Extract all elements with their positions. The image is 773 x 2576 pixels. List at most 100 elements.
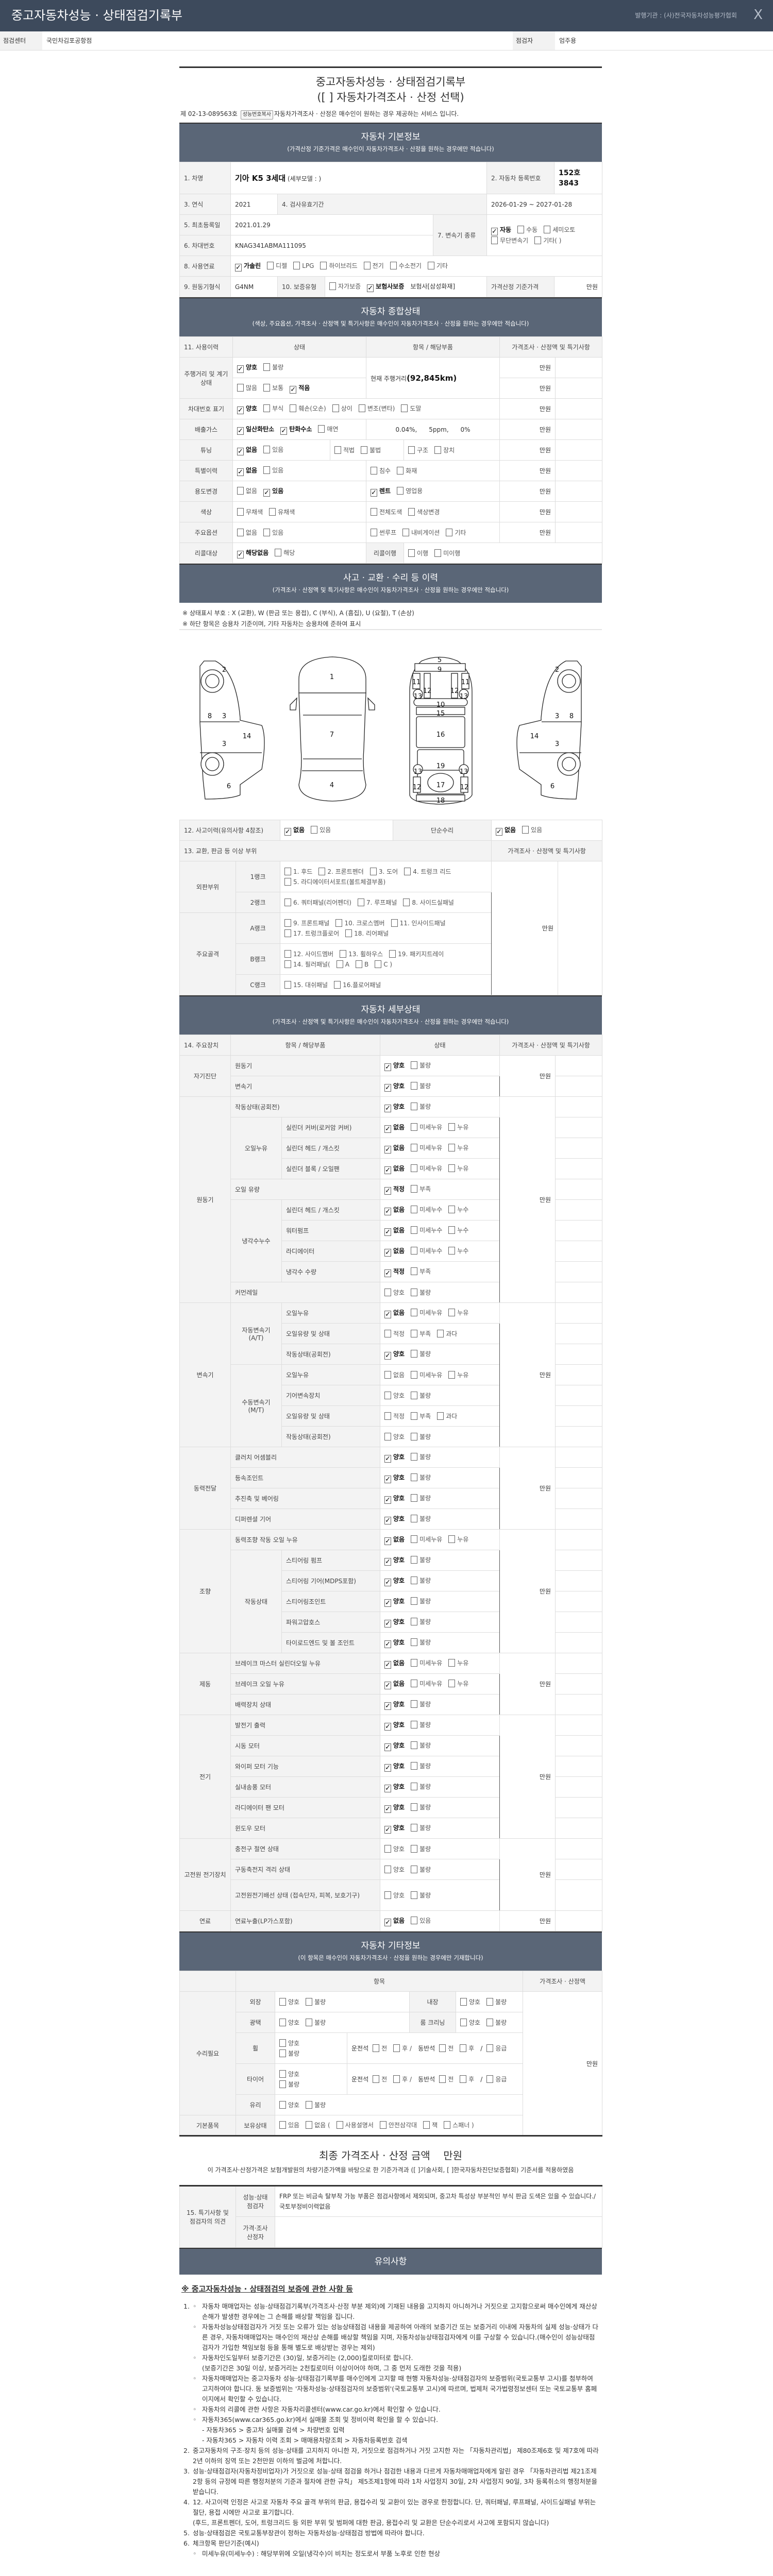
checkbox-option[interactable]: 없음 <box>384 1370 405 1380</box>
checkbox-option[interactable]: 10. 크로스멤버 <box>335 918 385 928</box>
note-cell[interactable] <box>555 357 603 378</box>
checkbox-option[interactable]: ✓ 없음 <box>384 1163 405 1174</box>
note-cell[interactable] <box>555 481 603 502</box>
checkbox-option[interactable]: 누유 <box>448 1370 468 1380</box>
checkbox-option[interactable]: 양호 <box>384 1890 405 1901</box>
checkbox-option[interactable]: ✓ 양호 <box>384 1596 405 1607</box>
checkbox-option[interactable]: ✓ 없음 <box>496 825 516 836</box>
checkbox-option[interactable]: 19. 패키지트레이 <box>389 949 444 959</box>
close-icon[interactable]: X <box>753 7 763 23</box>
checkbox-option[interactable]: A <box>336 959 349 970</box>
checkbox-option[interactable]: 사용설명서 <box>336 2120 374 2130</box>
checkbox-option[interactable]: 양호 <box>279 2100 299 2110</box>
checkbox-option[interactable]: 16.플로어패널 <box>334 980 381 990</box>
note-cell[interactable] <box>555 501 603 522</box>
checkbox-option[interactable]: 불량 <box>411 1452 431 1462</box>
checkbox-option[interactable]: 디젤 <box>267 261 287 271</box>
checkbox-option[interactable]: 양호 <box>384 1844 405 1854</box>
note-cell[interactable] <box>555 1447 603 1468</box>
checkbox-option[interactable]: 미세누수 <box>411 1205 442 1215</box>
checkbox-option[interactable]: 후 <box>460 2074 474 2084</box>
checkbox-option[interactable]: ✓ 적정 <box>384 1266 405 1277</box>
checkbox-option[interactable]: ✓ 적음 <box>290 383 310 394</box>
note-cell[interactable] <box>555 1138 603 1159</box>
checkbox-option[interactable]: ✓ 양호 <box>384 1617 405 1628</box>
note-cell[interactable] <box>555 1818 603 1839</box>
note-cell[interactable] <box>555 1344 603 1365</box>
checkbox-option[interactable]: 과다 <box>437 1329 457 1339</box>
checkbox-option[interactable]: 부족 <box>411 1329 431 1339</box>
checkbox-option[interactable]: ✓ 해당없음 <box>237 548 268 558</box>
checkbox-option[interactable]: 미세누유 <box>411 1122 442 1132</box>
note-cell[interactable] <box>555 1426 603 1447</box>
checkbox-option[interactable]: 누유 <box>448 1658 468 1668</box>
checkbox-option[interactable]: 안전삼각대 <box>379 2120 417 2130</box>
checkbox-option[interactable]: ✓ 양호 <box>384 1782 405 1792</box>
note-cell[interactable] <box>555 1302 603 1324</box>
checkbox-option[interactable]: 불량 <box>411 1101 431 1112</box>
checkbox-option[interactable]: B <box>355 959 368 970</box>
checkbox-option[interactable]: 침수 <box>371 466 391 476</box>
checkbox-option[interactable]: 도말 <box>401 403 421 414</box>
checkbox-option[interactable]: ✓ 없음 <box>384 1122 405 1133</box>
checkbox-option[interactable]: ✓ 양호 <box>384 1575 405 1586</box>
checkbox-option[interactable]: 양호 <box>384 1432 405 1442</box>
checkbox-option[interactable]: 세미오토 <box>544 225 575 235</box>
checkbox-option[interactable]: 있음 <box>263 465 283 476</box>
checkbox-option[interactable]: ✓ 없음 <box>384 1246 405 1257</box>
checkbox-option[interactable]: 수동 <box>517 225 537 235</box>
checkbox-option[interactable]: ✓ 양호 <box>384 1493 405 1504</box>
checkbox-option[interactable]: 6. 쿼터패널(리어펜더) <box>284 897 351 908</box>
checkbox-option[interactable]: ✓ 양호 <box>384 1452 405 1463</box>
checkbox-option[interactable]: 화재 <box>397 466 417 476</box>
checkbox-option[interactable]: 무채색 <box>237 507 263 517</box>
checkbox-option[interactable]: 있음 <box>411 1916 431 1926</box>
checkbox-option[interactable]: ✓ 가솔린 <box>235 261 261 272</box>
checkbox-option[interactable]: 수소전기 <box>390 261 422 271</box>
note-cell[interactable] <box>555 1797 603 1818</box>
checkbox-option[interactable]: 불량 <box>411 1555 431 1565</box>
checkbox-option[interactable]: ✓ 양호 <box>237 403 257 414</box>
checkbox-option[interactable]: 후 <box>460 2043 474 2054</box>
checkbox-option[interactable]: 불량 <box>279 2048 299 2059</box>
checkbox-option[interactable]: 불량 <box>411 1802 431 1812</box>
checkbox-option[interactable]: ✓ 양호 <box>384 1349 405 1360</box>
checkbox-option[interactable]: 부족 <box>411 1411 431 1421</box>
checkbox-option[interactable]: 누유 <box>448 1143 468 1153</box>
checkbox-option[interactable]: ✓ 없음 <box>384 1658 405 1669</box>
note-cell[interactable] <box>555 1158 603 1179</box>
checkbox-option[interactable]: 있음 <box>522 825 542 835</box>
note-cell[interactable] <box>555 1282 603 1303</box>
checkbox-option[interactable]: 불량 <box>411 1699 431 1709</box>
checkbox-option[interactable]: 불법 <box>361 445 381 455</box>
note-cell[interactable] <box>555 1570 603 1591</box>
checkbox-option[interactable]: 내비게이션 <box>402 528 440 538</box>
checkbox-option[interactable]: 부식 <box>263 403 283 414</box>
checkbox-option[interactable]: 불량 <box>263 362 283 372</box>
note-cell[interactable] <box>555 1612 603 1633</box>
note-cell[interactable] <box>555 1467 603 1488</box>
checkbox-option[interactable]: ✓ 없음 <box>384 1225 405 1236</box>
note-cell[interactable] <box>555 1694 603 1715</box>
checkbox-option[interactable]: 18. 리어패널 <box>345 928 389 939</box>
checkbox-option[interactable]: 불량 <box>411 1890 431 1901</box>
checkbox-option[interactable]: ✓ 적정 <box>384 1184 405 1195</box>
checkbox-option[interactable]: 불량 <box>411 1740 431 1751</box>
checkbox-option[interactable]: 적정 <box>384 1329 405 1339</box>
checkbox-option[interactable]: 미세누유 <box>411 1308 442 1318</box>
checkbox-option[interactable]: 하이브리드 <box>320 261 358 271</box>
checkbox-option[interactable]: 전기 <box>363 261 384 271</box>
note-cell[interactable] <box>555 1076 603 1097</box>
checkbox-option[interactable]: 미세누유 <box>411 1370 442 1380</box>
checkbox-option[interactable]: 불량 <box>411 1761 431 1771</box>
checkbox-option[interactable]: ✓ 없음 <box>237 445 257 455</box>
checkbox-option[interactable]: 자가보증 <box>329 281 361 292</box>
note-cell[interactable] <box>555 1323 603 1344</box>
checkbox-option[interactable]: 과다 <box>437 1411 457 1421</box>
checkbox-option[interactable]: 부족 <box>411 1184 431 1194</box>
checkbox-option[interactable]: ✓ 없음 <box>384 1205 405 1215</box>
note-cell[interactable] <box>555 1529 603 1550</box>
checkbox-option[interactable]: ✓ 있음 <box>263 486 283 497</box>
checkbox-option[interactable]: 불량 <box>411 1081 431 1091</box>
checkbox-option[interactable]: 불량 <box>486 1997 507 2007</box>
